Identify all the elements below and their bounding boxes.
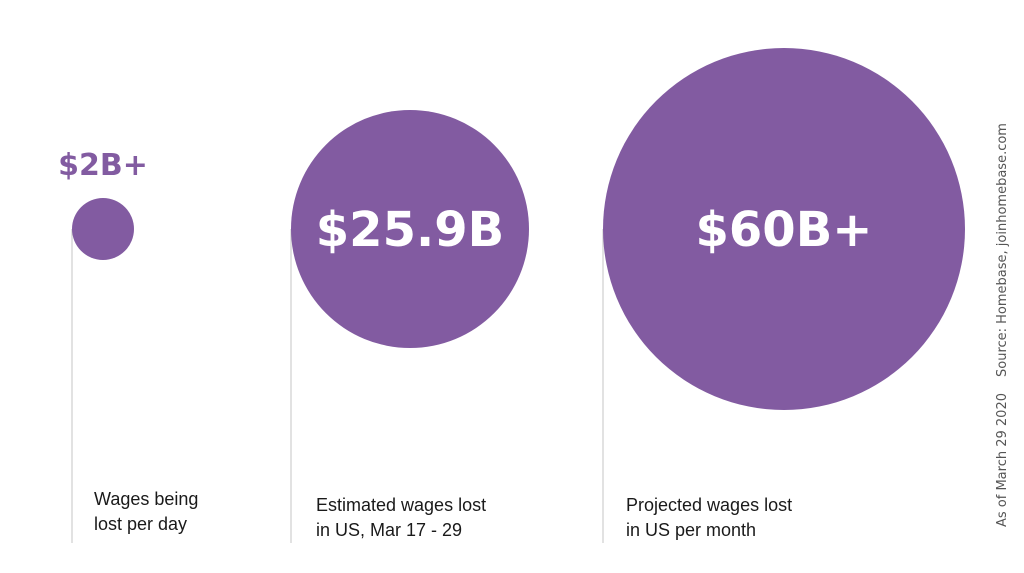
bubble-value-1: $2B+ [58,148,148,183]
as-of-note: As of March 29 2020 [995,393,1010,527]
bubble-3 [603,48,965,410]
bubble-caption-1-line-1: Wages being [94,489,198,509]
bubble-caption-2-line-2: in US, Mar 17 - 29 [316,520,462,540]
bubble-1 [72,198,134,260]
bubble-caption-3-line-1: Projected wages lost [626,495,792,515]
source-note: Source: Homebase, joinhomebase.com [995,123,1010,377]
bubble-caption-2-line-1: Estimated wages lost [316,495,486,515]
bubble-value-3: $60B+ [696,202,873,258]
bubble-2 [291,110,529,348]
bubble-caption-1-line-2: lost per day [94,514,187,534]
bubble-caption-3-line-2: in US per month [626,520,756,540]
bubble-value-2: $25.9B [316,202,504,258]
